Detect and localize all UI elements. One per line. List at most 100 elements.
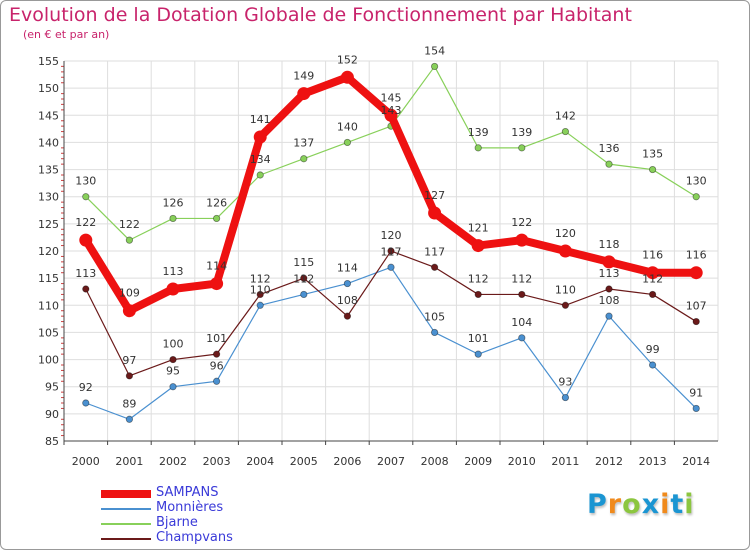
data-label-monni-res: 104 <box>511 316 532 329</box>
y-tick-label: 105 <box>38 326 59 339</box>
data-point-champvans <box>213 350 221 358</box>
legend-label: SAMPANS <box>156 485 219 500</box>
data-label-bjarne: 154 <box>424 44 445 57</box>
x-tick-label: 2010 <box>508 455 536 468</box>
x-tick-label: 2002 <box>159 455 187 468</box>
data-point-bjarne <box>430 62 439 71</box>
x-tick-label: 2001 <box>115 455 143 468</box>
data-point-bjarne <box>125 236 133 244</box>
data-label-bjarne: 143 <box>381 104 402 117</box>
data-point-champvans <box>518 290 526 299</box>
data-point-bjarne <box>692 193 700 201</box>
data-point-champvans <box>256 290 264 299</box>
data-point-sampans <box>297 87 311 101</box>
x-tick-label: 2013 <box>639 455 667 468</box>
y-tick-label: 125 <box>38 218 59 231</box>
data-point-monni-res <box>82 399 90 407</box>
data-point-bjarne <box>561 127 570 136</box>
logo-letter: r <box>607 489 623 520</box>
x-tick-label: 2007 <box>377 455 405 468</box>
data-label-sampans: 109 <box>119 287 140 300</box>
data-label-sampans: 116 <box>642 249 663 262</box>
y-tick-label: 95 <box>45 381 59 394</box>
data-point-monni-res <box>430 328 439 337</box>
x-tick-label: 2014 <box>682 455 710 468</box>
data-label-bjarne: 136 <box>599 142 620 155</box>
data-point-champvans <box>474 290 482 299</box>
data-label-monni-res: 105 <box>424 310 445 323</box>
data-point-champvans <box>561 301 570 309</box>
data-point-champvans <box>692 317 700 326</box>
data-point-bjarne <box>213 214 221 223</box>
x-tick-label: 2011 <box>551 455 579 468</box>
data-label-bjarne: 122 <box>119 218 140 231</box>
data-point-bjarne <box>474 144 482 152</box>
data-label-champvans: 97 <box>122 354 136 367</box>
logo-letter: P <box>587 489 608 520</box>
data-point-bjarne <box>605 160 613 168</box>
data-point-sampans <box>558 244 572 258</box>
data-label-champvans: 107 <box>686 300 707 313</box>
data-label-bjarne: 142 <box>555 110 576 123</box>
chart-subtitle: (en € et par an) <box>23 28 110 41</box>
proxiti-logo: Proxiti <box>587 489 695 520</box>
data-label-monni-res: 114 <box>337 262 358 275</box>
data-label-monni-res: 91 <box>689 386 703 399</box>
data-label-bjarne: 139 <box>468 126 489 139</box>
data-point-sampans <box>602 255 616 269</box>
legend-swatch-champvans <box>101 531 151 546</box>
data-label-sampans: 149 <box>293 70 314 83</box>
data-label-sampans: 118 <box>599 238 620 251</box>
data-label-champvans: 115 <box>293 256 314 269</box>
data-point-sampans <box>428 206 442 220</box>
data-label-monni-res: 96 <box>210 359 224 372</box>
legend-swatch-bjarne <box>101 516 151 531</box>
data-label-monni-res: 92 <box>79 381 93 394</box>
data-point-monni-res <box>561 393 570 402</box>
data-label-champvans: 112 <box>511 272 532 285</box>
x-tick-label: 2003 <box>203 455 231 468</box>
data-point-sampans <box>384 108 398 122</box>
data-label-monni-res: 110 <box>250 283 271 296</box>
logo-letter: t <box>670 489 685 520</box>
x-tick-label: 2008 <box>421 455 449 468</box>
data-label-sampans: 127 <box>424 189 445 202</box>
data-label-sampans: 122 <box>75 216 96 229</box>
data-point-champvans <box>82 285 90 293</box>
logo-letter: o <box>622 489 642 520</box>
data-point-monni-res <box>256 301 264 309</box>
data-label-sampans: 113 <box>163 265 184 278</box>
data-point-sampans <box>210 277 224 291</box>
data-point-monni-res <box>343 279 351 288</box>
data-label-monni-res: 112 <box>293 272 314 285</box>
x-tick-label: 2005 <box>290 455 318 468</box>
data-point-champvans <box>125 372 133 380</box>
data-point-champvans <box>605 285 613 293</box>
data-label-monni-res: 117 <box>381 245 402 258</box>
data-point-champvans <box>648 290 657 299</box>
data-point-monni-res <box>648 361 657 369</box>
data-label-bjarne: 140 <box>337 120 358 133</box>
data-label-sampans: 120 <box>555 227 576 240</box>
data-point-sampans <box>253 130 267 144</box>
data-point-monni-res <box>169 383 177 391</box>
data-point-monni-res <box>387 263 395 271</box>
logo-letter: x <box>641 489 661 520</box>
data-point-bjarne <box>518 144 526 152</box>
logo-letter: i <box>684 489 695 520</box>
data-point-sampans <box>340 70 354 84</box>
x-tick-label: 2006 <box>333 455 361 468</box>
data-label-champvans: 100 <box>163 338 184 351</box>
data-point-bjarne <box>82 193 90 201</box>
data-label-champvans: 112 <box>250 272 271 285</box>
data-point-sampans <box>646 266 660 280</box>
data-label-monni-res: 89 <box>122 397 136 410</box>
data-label-bjarne: 135 <box>642 148 663 161</box>
data-label-monni-res: 95 <box>166 365 180 378</box>
y-tick-label: 155 <box>38 55 59 68</box>
data-point-sampans <box>79 233 93 247</box>
data-point-champvans <box>343 312 351 320</box>
data-label-sampans: 121 <box>468 222 489 235</box>
legend-label: Champvans <box>156 530 233 545</box>
